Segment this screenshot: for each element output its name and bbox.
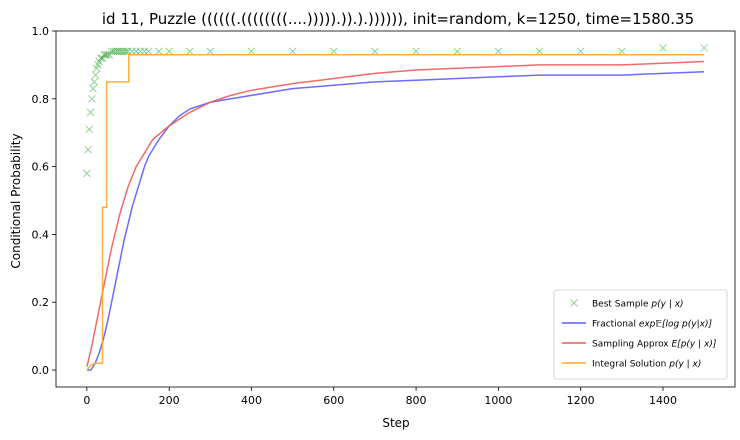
data-point [132, 47, 141, 56]
legend: Best Sample p(y | x) Fractional exp𝔼[log … [553, 289, 728, 380]
x-tick-label: 1200 [567, 394, 595, 407]
data-point [617, 47, 626, 56]
legend-box [553, 289, 728, 380]
chart-title: id 11, Puzzle ((((((.((((((((....))))).)… [102, 10, 694, 28]
y-tick-label: 0.2 [32, 296, 50, 309]
data-point [700, 44, 708, 52]
data-point [155, 47, 163, 56]
data-point [84, 145, 92, 154]
legend-entry: Sampling Approx E[p(y | x)] [562, 340, 717, 350]
data-point [136, 47, 145, 56]
data-point [185, 47, 194, 56]
data-point [85, 125, 94, 134]
data-point [453, 47, 462, 56]
x-axis-label: Step [382, 416, 409, 430]
data-point [128, 47, 136, 56]
legend-label: Sampling Approx E[p(y | x)] [592, 340, 717, 350]
data-point [412, 47, 420, 56]
data-point [329, 47, 338, 56]
data-point [87, 94, 96, 103]
data-point [288, 47, 297, 56]
data-point [101, 50, 110, 59]
legend-marker [570, 299, 578, 307]
data-point [122, 47, 130, 56]
data-point [165, 47, 174, 56]
y-tick-label: 0.0 [32, 364, 50, 377]
series-0 [83, 44, 708, 178]
y-axis-label: Conditional Probability [9, 133, 23, 268]
series-3 [86, 53, 705, 371]
x-tick-label: 200 [159, 394, 180, 407]
legend-label: Fractional exp𝔼[log p(y|x)] [592, 320, 712, 330]
y-tick-label: 0.8 [32, 93, 50, 106]
data-point [535, 47, 544, 56]
data-point [105, 50, 114, 59]
data-point [144, 47, 153, 56]
series-2 [86, 60, 705, 367]
series-line [86, 53, 705, 371]
legend-label: Best Sample p(y | x) [592, 300, 684, 310]
legend-label: Integral Solution p(y | x) [592, 360, 701, 370]
y-tick-label: 0.4 [32, 228, 50, 241]
x-tick-label: 400 [241, 394, 262, 407]
data-point [247, 47, 256, 56]
data-point [90, 78, 99, 86]
data-point [103, 50, 112, 59]
data-point [576, 47, 585, 56]
plot-area [55, 30, 736, 388]
data-point [140, 47, 149, 56]
y-tick-label: 1.0 [32, 25, 50, 38]
x-tick-label: 0 [83, 394, 90, 407]
x-tick-label: 800 [406, 394, 427, 407]
x-axis: 0 200 400 600 800 1000 1200 1400 [83, 387, 677, 407]
data-point [91, 71, 100, 79]
series-line [86, 60, 705, 367]
y-tick-label: 0.6 [32, 161, 50, 174]
data-point [86, 108, 95, 117]
x-tick-label: 1000 [484, 394, 512, 407]
data-point [206, 47, 215, 56]
legend-entry: Integral Solution p(y | x) [562, 360, 701, 370]
data-point [659, 44, 667, 52]
y-axis: 0.0 0.2 0.4 0.6 0.8 1.0 [32, 25, 56, 377]
legend-entry: Best Sample p(y | x) [570, 299, 684, 310]
data-point [494, 47, 503, 56]
x-tick-label: 600 [323, 394, 344, 407]
data-point [371, 47, 379, 56]
legend-entry: Fractional exp𝔼[log p(y|x)] [562, 320, 712, 330]
data-point [83, 169, 91, 178]
x-tick-label: 1400 [649, 394, 677, 407]
data-point [89, 84, 97, 93]
plot-frame [55, 30, 736, 388]
